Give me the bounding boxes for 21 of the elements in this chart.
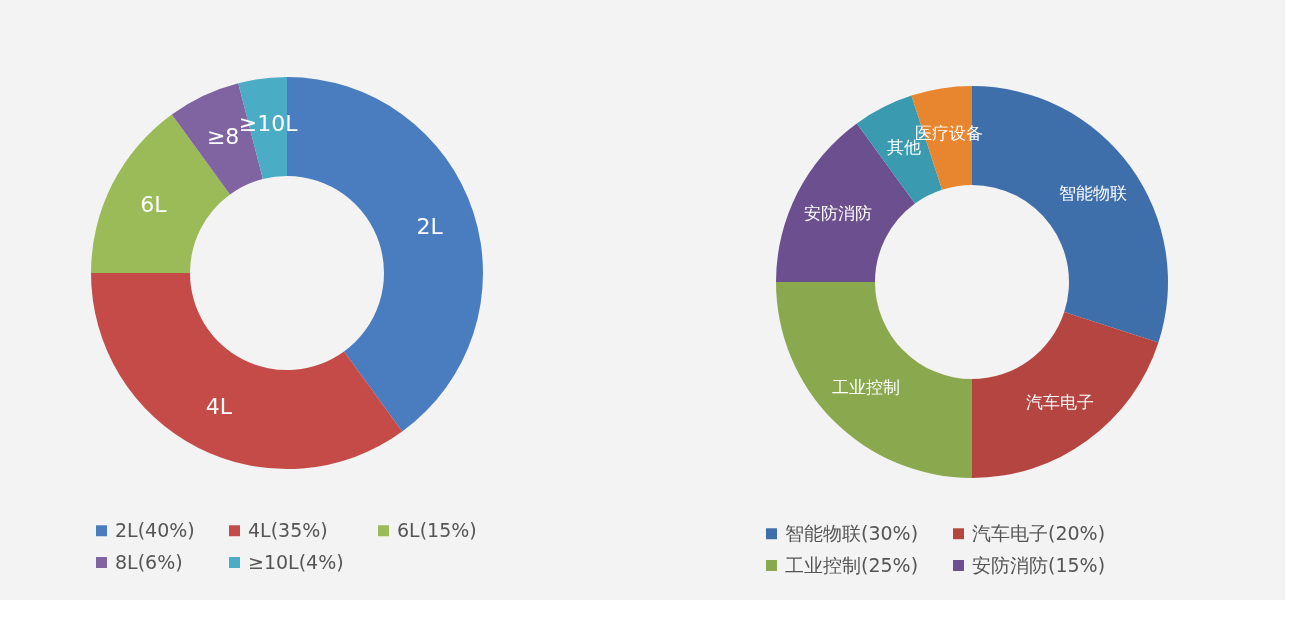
text: 2L bbox=[416, 213, 444, 239]
legend-label: 8L(6%) bbox=[115, 550, 183, 573]
donut-slice bbox=[776, 282, 972, 478]
legend-label: 6L(15%) bbox=[397, 518, 477, 541]
text: 4L bbox=[205, 393, 233, 419]
text: ≥8 bbox=[206, 124, 240, 150]
text: 6L bbox=[140, 191, 168, 217]
legend-label: ≥10L(4%) bbox=[248, 550, 344, 573]
donut-slice bbox=[972, 311, 1159, 478]
text: 汽车电子 bbox=[1026, 392, 1095, 413]
text: 工业控制 bbox=[831, 377, 900, 398]
text: ≥10L bbox=[238, 111, 299, 137]
text: 安防消防 bbox=[804, 202, 873, 223]
legend-label: 安防消防(15%) bbox=[972, 553, 1106, 576]
legend-label: 2L(40%) bbox=[115, 518, 195, 541]
legend-label: 工业控制(25%) bbox=[785, 553, 919, 576]
legend-label: 4L(35%) bbox=[248, 518, 328, 541]
donut-slice bbox=[91, 273, 403, 469]
text: 智能物联 bbox=[1059, 182, 1128, 203]
legend-label: 汽车电子(20%) bbox=[972, 521, 1106, 544]
legend-label: 智能物联(30%) bbox=[785, 521, 919, 544]
